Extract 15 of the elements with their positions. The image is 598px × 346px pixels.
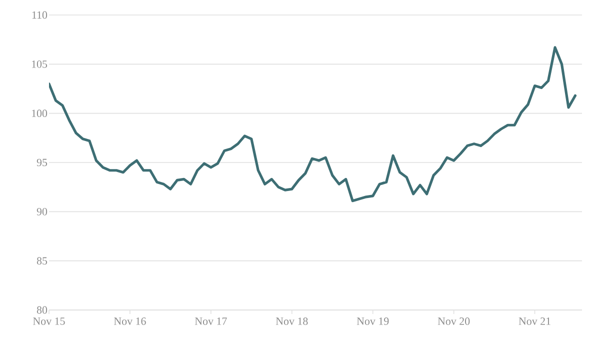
y-tick-label: 80 — [36, 306, 48, 314]
x-tick-label: Nov 18 — [276, 318, 308, 325]
x-tick-label: Nov 16 — [114, 318, 146, 325]
x-tick-label: Nov 17 — [194, 318, 227, 325]
y-tick-label: 95 — [36, 158, 48, 166]
y-tick-label: 85 — [36, 257, 48, 265]
y-tick-label: 105 — [32, 60, 48, 68]
y-tick-label: 90 — [36, 208, 48, 216]
y-tick-label: 100 — [32, 110, 48, 118]
y-tick-label: 110 — [32, 11, 48, 19]
x-tick-label: Nov 21 — [518, 318, 550, 325]
x-tick-label: Nov 15 — [33, 318, 65, 325]
line-series — [49, 46, 577, 202]
x-tick-label: Nov 20 — [438, 318, 470, 325]
x-tick-label: Nov 19 — [356, 318, 389, 325]
